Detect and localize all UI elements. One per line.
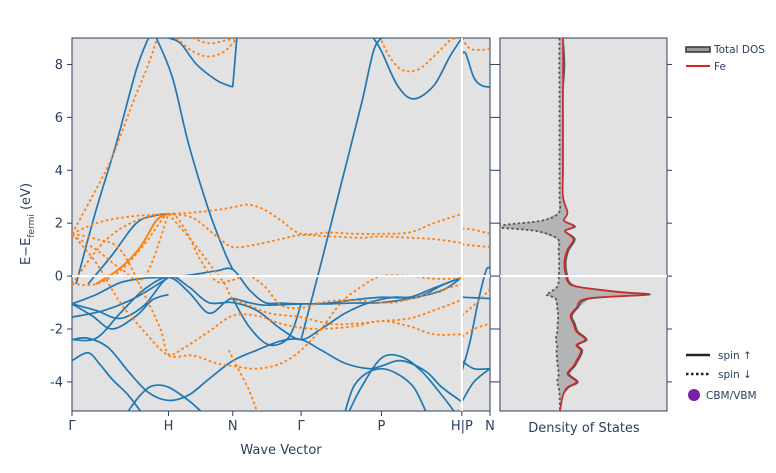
spin-down-band-6: [72, 232, 462, 356]
legend-spin-up-label: spin ↑: [718, 350, 752, 362]
x-axis-ticks: Γ H N Γ P H|P N: [68, 411, 495, 434]
x-tick-label-1: H: [164, 419, 174, 434]
spin-up-band-17: [372, 38, 463, 100]
spin-down-band-13: [461, 38, 490, 51]
spin-up-band-7: [348, 353, 455, 411]
spin-up-band-2: [72, 276, 463, 342]
fe-dos-line: [559, 38, 648, 411]
spin-down-band-12: [380, 38, 459, 73]
legend-spin-down-label: spin ↓: [718, 369, 752, 381]
legend-cbm-vbm-label: CBM/VBM: [706, 390, 757, 402]
spin-up-band-19: [461, 296, 490, 300]
spin-down-band-8: [72, 40, 158, 235]
y-tick-label-6: -4: [50, 375, 63, 390]
x-tick-label-5: H|P: [451, 419, 473, 434]
spin-down-band-10: [192, 38, 237, 45]
highlight-band-0: [95, 213, 169, 285]
legend-fe-label: Fe: [714, 61, 726, 73]
legend-total-dos-swatch: [685, 46, 711, 53]
legend-total-dos-label: Total DOS: [713, 44, 765, 56]
y-axis-title-e2: E: [19, 238, 34, 246]
y-tick-label-1: 6: [55, 111, 63, 126]
y-axis-title-minus: −: [19, 246, 34, 257]
total-dos-spin-down-line: [500, 38, 562, 411]
y-axis-title-e: E: [19, 257, 34, 265]
y-axis-title-subscript: fermi: [27, 214, 37, 238]
spin-down-band-0: [72, 203, 463, 236]
spin-down-band-15: [461, 243, 490, 248]
spin-up-band-10: [87, 213, 169, 285]
x-tick-label-3: Γ: [297, 419, 305, 434]
y-axis-title-unit: (eV): [19, 183, 34, 214]
x-tick-label-6: N: [485, 419, 495, 434]
band-plot-background: [71, 37, 491, 412]
spin-down-band-11: [227, 349, 258, 411]
spin-up-band-11: [75, 38, 150, 285]
y-tick-label-4: 0: [55, 270, 63, 285]
band-structure-panel: 8 6 4 2 0 -2 -4 Γ H N Γ P H|P N Wave Vector E−Efermi…: [19, 37, 672, 458]
spin-up-band-12: [168, 38, 234, 88]
dos-panel: Density of States: [499, 37, 668, 436]
legend: Total DOS Fe spin ↑ spin ↓ CBM/VBM: [685, 44, 765, 402]
highlight-bands: [95, 213, 169, 285]
y-tick-label-3: 2: [55, 217, 63, 232]
y-axis-title: E−Efermi (eV): [19, 183, 37, 265]
y-tick-label-2: 4: [55, 164, 63, 179]
spin-up-band-4: [72, 351, 142, 411]
spin-up-band-22: [461, 368, 490, 403]
spin-down-band-3: [72, 213, 169, 285]
spin-up-band-13: [155, 38, 234, 270]
spin-up-band-16: [300, 38, 383, 340]
spin-up-band-15: [232, 298, 302, 347]
spin-up-band-6: [344, 367, 427, 411]
spin-up-band-8: [72, 293, 169, 330]
spin-up-band-5: [127, 384, 202, 411]
x-tick-label-0: Γ: [68, 419, 76, 434]
spin-down-band-9: [175, 38, 238, 58]
legend-cbm-vbm-marker: [688, 389, 700, 401]
x-tick-label-4: P: [378, 419, 386, 434]
dos-axis-title: Density of States: [528, 421, 640, 436]
y-tick-label-0: 8: [55, 58, 63, 73]
spin-up-band-9: [72, 276, 169, 318]
y-axis-ticks: 8 6 4 2 0 -2 -4: [50, 58, 672, 390]
total-dos-fill: [500, 38, 650, 411]
y-tick-label-5: -2: [50, 322, 63, 337]
spin-up-band-14: [231, 38, 238, 88]
spin-down-band-17: [461, 322, 490, 338]
x-axis-title: Wave Vector: [240, 443, 322, 458]
x-tick-label-2: N: [228, 419, 238, 434]
spin-up-band-18: [461, 51, 490, 88]
spin-down-band-14: [461, 227, 490, 235]
spin-down-band-16: [461, 288, 490, 317]
